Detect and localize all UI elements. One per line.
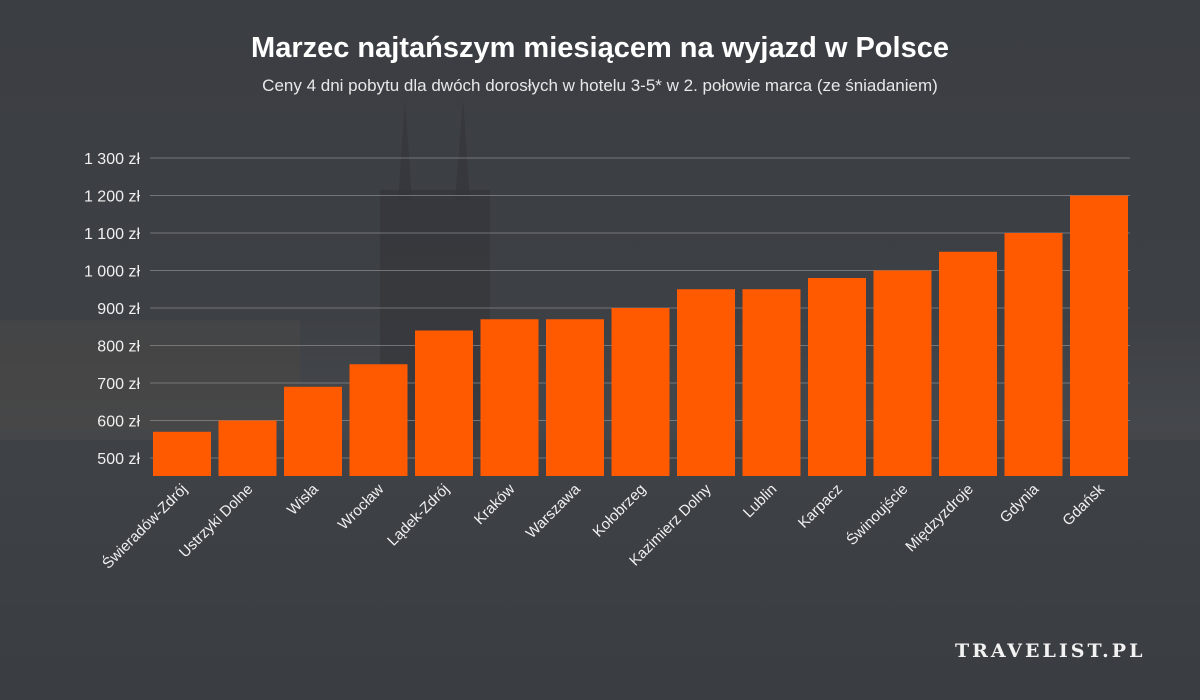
x-tick-label: Kraków bbox=[471, 481, 519, 529]
y-tick-label: 1 000 zł bbox=[84, 264, 140, 281]
bar-8 bbox=[677, 289, 735, 476]
bar-0 bbox=[153, 431, 211, 476]
chart-subtitle: Ceny 4 dni pobytu dla dwóch dorosłych w … bbox=[262, 76, 938, 95]
y-tick-label: 1 100 zł bbox=[84, 226, 140, 243]
bar-2 bbox=[284, 386, 342, 476]
x-tick-label: Międzyzdroje bbox=[902, 481, 977, 556]
travelist-logo: TRAVELIST.PL bbox=[955, 640, 1146, 662]
bar-5 bbox=[480, 319, 539, 476]
chart-title: Marzec najtańszym miesiącem na wyjazd w … bbox=[251, 32, 949, 64]
bar-10 bbox=[808, 278, 866, 476]
y-tick-label: 900 zł bbox=[97, 301, 140, 318]
x-tick-label: Lublin bbox=[740, 481, 780, 521]
x-tick-label: Kołobrzeg bbox=[590, 481, 650, 541]
bar-11 bbox=[873, 270, 932, 476]
y-tick-label: 600 zł bbox=[97, 414, 140, 431]
bar-4 bbox=[415, 330, 473, 476]
y-tick-label: 800 zł bbox=[97, 339, 140, 356]
bar-1 bbox=[218, 420, 277, 476]
x-tick-label: Gdynia bbox=[997, 480, 1043, 526]
y-tick-label: 1 300 zł bbox=[84, 151, 140, 168]
x-tick-label: Wisła bbox=[284, 480, 322, 518]
bar-12 bbox=[939, 251, 997, 476]
y-tick-label: 1 200 zł bbox=[84, 189, 140, 206]
x-tick-label: Warszawa bbox=[523, 480, 585, 542]
x-tick-label: Gdańsk bbox=[1059, 480, 1108, 529]
y-tick-label: 700 zł bbox=[97, 376, 140, 393]
bar-3 bbox=[349, 364, 408, 476]
bar-7 bbox=[611, 308, 670, 476]
bar-13 bbox=[1004, 233, 1063, 476]
x-tick-label: Świeradów-Zdrój bbox=[99, 480, 191, 572]
x-tick-label: Świnoujście bbox=[843, 480, 912, 549]
y-tick-label: 500 zł bbox=[97, 451, 140, 468]
bar-9 bbox=[742, 289, 801, 476]
x-tick-label: Karpacz bbox=[795, 481, 846, 532]
x-tick-label: Lądek-Zdrój bbox=[384, 481, 453, 550]
x-tick-label: Wrocław bbox=[335, 481, 388, 534]
bar-6 bbox=[546, 319, 604, 476]
bar-14 bbox=[1070, 195, 1128, 476]
